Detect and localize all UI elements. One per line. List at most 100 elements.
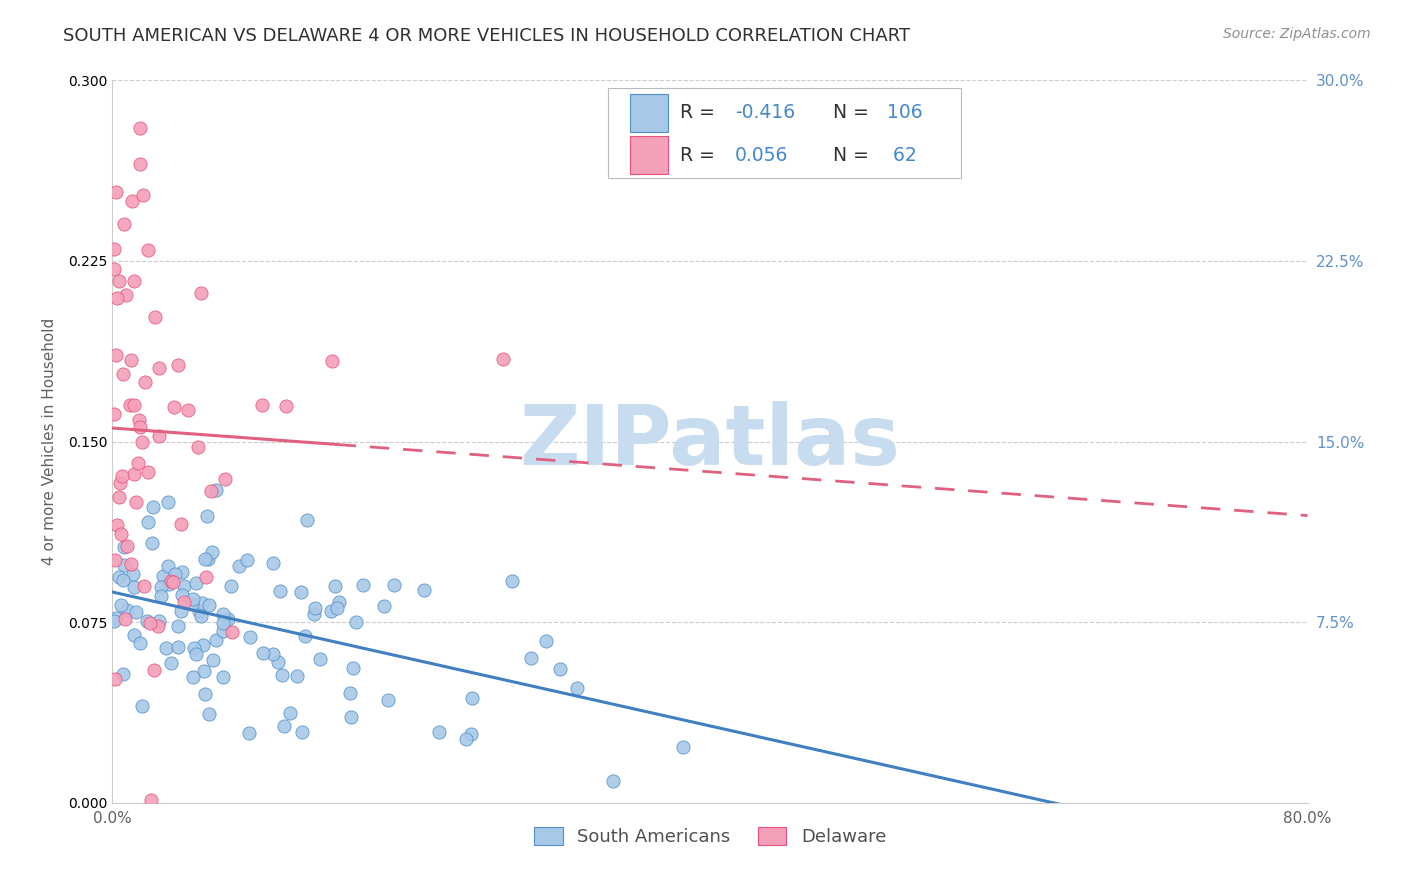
- Point: [328, 595, 350, 609]
- Point: [107, 274, 129, 288]
- Point: [107, 292, 129, 306]
- Point: [214, 472, 236, 486]
- Point: [308, 652, 330, 666]
- Point: [198, 706, 221, 721]
- Point: [118, 398, 141, 412]
- Y-axis label: 4 or more Vehicles in Household: 4 or more Vehicles in Household: [42, 318, 58, 566]
- Point: [162, 575, 184, 590]
- Point: [142, 663, 165, 677]
- Point: [104, 672, 127, 686]
- Point: [152, 569, 174, 583]
- Text: -0.416: -0.416: [735, 103, 796, 122]
- Point: [197, 551, 219, 566]
- Point: [266, 655, 288, 669]
- Point: [138, 515, 160, 529]
- Point: [132, 579, 155, 593]
- Point: [323, 579, 346, 593]
- Point: [191, 638, 214, 652]
- Point: [456, 731, 478, 746]
- Point: [139, 615, 162, 630]
- Point: [139, 793, 162, 807]
- Point: [112, 217, 135, 231]
- Point: [239, 630, 262, 644]
- Point: [128, 419, 150, 434]
- Point: [373, 599, 395, 613]
- Point: [413, 583, 436, 598]
- Point: [111, 666, 134, 681]
- Point: [110, 468, 132, 483]
- Point: [501, 574, 523, 588]
- Text: 106: 106: [887, 103, 922, 122]
- Point: [342, 661, 364, 675]
- Point: [125, 605, 148, 619]
- Point: [103, 242, 125, 256]
- Text: R =: R =: [681, 145, 716, 165]
- Point: [165, 566, 187, 581]
- Point: [221, 624, 243, 639]
- Point: [280, 706, 302, 721]
- Point: [285, 669, 308, 683]
- Point: [201, 545, 224, 559]
- Point: [181, 670, 204, 684]
- Text: Source: ZipAtlas.com: Source: ZipAtlas.com: [1223, 27, 1371, 41]
- Point: [169, 604, 191, 618]
- Point: [103, 614, 125, 628]
- Text: 0.056: 0.056: [735, 145, 789, 165]
- Point: [382, 578, 405, 592]
- Point: [352, 578, 374, 592]
- Point: [339, 710, 361, 724]
- Point: [108, 491, 131, 505]
- Point: [294, 629, 316, 643]
- Point: [262, 557, 284, 571]
- Point: [219, 579, 242, 593]
- Point: [143, 310, 166, 324]
- Point: [304, 601, 326, 615]
- Point: [167, 640, 190, 655]
- Point: [534, 633, 557, 648]
- Point: [156, 558, 179, 573]
- Point: [149, 589, 172, 603]
- Point: [427, 725, 450, 739]
- Point: [602, 774, 624, 789]
- Point: [131, 435, 153, 450]
- Point: [262, 647, 284, 661]
- Point: [170, 588, 193, 602]
- Point: [238, 726, 260, 740]
- Point: [157, 577, 180, 591]
- Point: [134, 376, 156, 390]
- Point: [132, 187, 155, 202]
- Point: [184, 575, 207, 590]
- Point: [103, 262, 125, 277]
- Point: [187, 604, 209, 618]
- Point: [136, 465, 159, 479]
- Point: [163, 401, 186, 415]
- Point: [205, 632, 228, 647]
- Point: [191, 595, 214, 609]
- Text: ZIPatlas: ZIPatlas: [520, 401, 900, 482]
- Point: [104, 186, 127, 200]
- Point: [671, 740, 693, 755]
- Point: [129, 121, 152, 136]
- Point: [105, 518, 128, 533]
- Point: [148, 361, 170, 376]
- Point: [124, 467, 146, 482]
- Point: [205, 483, 228, 498]
- Point: [115, 603, 138, 617]
- Point: [290, 584, 312, 599]
- Point: [550, 662, 572, 676]
- Text: N =: N =: [834, 103, 869, 122]
- Point: [194, 687, 217, 701]
- Point: [321, 353, 343, 368]
- Point: [155, 640, 177, 655]
- Point: [148, 614, 170, 628]
- Text: 62: 62: [887, 145, 917, 165]
- Point: [112, 541, 135, 555]
- Point: [252, 646, 274, 660]
- Point: [181, 597, 204, 611]
- Point: [271, 668, 294, 682]
- Point: [460, 690, 482, 705]
- Point: [250, 398, 273, 412]
- Point: [195, 509, 218, 524]
- Point: [344, 615, 367, 630]
- Point: [149, 580, 172, 594]
